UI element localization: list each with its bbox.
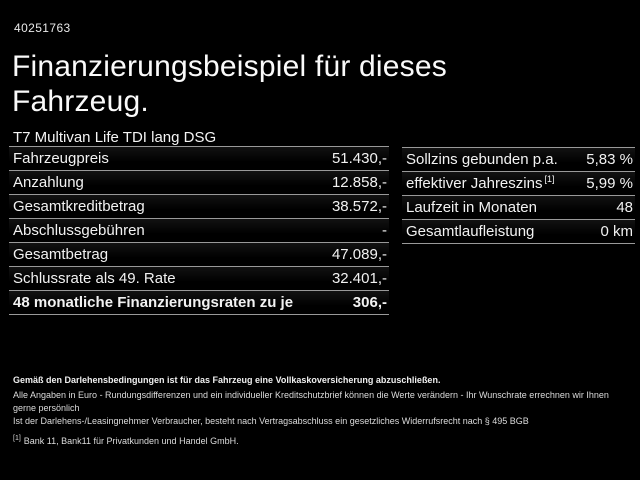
row-value: 32.401,- xyxy=(331,270,387,287)
row-label: Sollzins gebunden p.a. xyxy=(406,151,558,168)
row-value: 12.858,- xyxy=(331,174,387,191)
row-value: 306,- xyxy=(352,294,387,311)
row-value: 0 km xyxy=(600,223,633,240)
table-row: Gesamtkreditbetrag 38.572,- xyxy=(9,195,389,219)
row-label: Anzahlung xyxy=(13,174,84,191)
table-row: Fahrzeugpreis 51.430,- xyxy=(9,147,389,171)
row-value: 51.430,- xyxy=(331,150,387,167)
row-label: Gesamtkreditbetrag xyxy=(13,198,145,215)
vehicle-name-row: T7 Multivan Life TDI lang DSG xyxy=(9,129,389,147)
conditions-table: Sollzins gebunden p.a. 5,83 % effektiver… xyxy=(402,147,635,244)
finance-table: T7 Multivan Life TDI lang DSG Fahrzeugpr… xyxy=(9,129,389,315)
table-row: Laufzeit in Monaten 48 xyxy=(402,196,635,220)
page-title-line1: Finanzierungsbeispiel für dieses xyxy=(12,50,447,83)
table-row: Anzahlung 12.858,- xyxy=(9,171,389,195)
table-row: Gesamtbetrag 47.089,- xyxy=(9,243,389,267)
row-label: Fahrzeugpreis xyxy=(13,150,109,167)
table-row: effektiver Jahreszins [1] 5,99 % xyxy=(402,172,635,196)
vehicle-name: T7 Multivan Life TDI lang DSG xyxy=(13,129,217,146)
row-value: 5,99 % xyxy=(586,175,633,192)
table-row: Abschlussgebühren - xyxy=(9,219,389,243)
row-label: Gesamtlaufleistung xyxy=(406,223,535,240)
row-label: Schlussrate als 49. Rate xyxy=(13,270,176,287)
page-title: Finanzierungsbeispiel für dieses Fahrzeug… xyxy=(12,49,447,119)
row-value: - xyxy=(382,222,387,239)
footnote-marker: [1] xyxy=(13,435,21,442)
bank-footnote: [1] Bank 11, Bank11 für Privatkunden und … xyxy=(13,435,628,448)
monthly-rate-total-row: 48 monatliche Finanzierungsraten zu je 3… xyxy=(9,291,389,315)
table-row: Sollzins gebunden p.a. 5,83 % xyxy=(402,148,635,172)
table-row: Schlussrate als 49. Rate 32.401,- xyxy=(9,267,389,291)
row-label: Gesamtbetrag xyxy=(13,246,109,263)
legal-footer: Gemäß den Darlehensbedingungen ist für d… xyxy=(13,374,628,448)
row-value: 38.572,- xyxy=(331,198,387,215)
row-label: 48 monatliche Finanzierungsraten zu je xyxy=(13,294,294,311)
row-value: 5,83 % xyxy=(586,151,633,168)
row-value: 47.089,- xyxy=(331,246,387,263)
row-label: Laufzeit in Monaten xyxy=(406,199,537,216)
page-title-line2: Fahrzeug. xyxy=(12,85,149,118)
listing-id: 40251763 xyxy=(14,21,71,35)
row-value: 48 xyxy=(616,199,633,216)
row-label-text: effektiver Jahreszins xyxy=(406,175,543,192)
footnote-text: Bank 11, Bank11 für Privatkunden und Han… xyxy=(23,436,239,446)
row-label: Abschlussgebühren xyxy=(13,222,145,239)
footnote-reference: [1] xyxy=(544,174,555,184)
disclaimer-line: Ist der Darlehens-/Leasingnehmer Verbrau… xyxy=(13,416,529,426)
table-row: Gesamtlaufleistung 0 km xyxy=(402,220,635,244)
disclaimer-line: Alle Angaben in Euro - Rundungsdifferenz… xyxy=(13,390,609,413)
row-label: effektiver Jahreszins [1] xyxy=(406,172,554,195)
insurance-note: Gemäß den Darlehensbedingungen ist für d… xyxy=(13,375,441,385)
